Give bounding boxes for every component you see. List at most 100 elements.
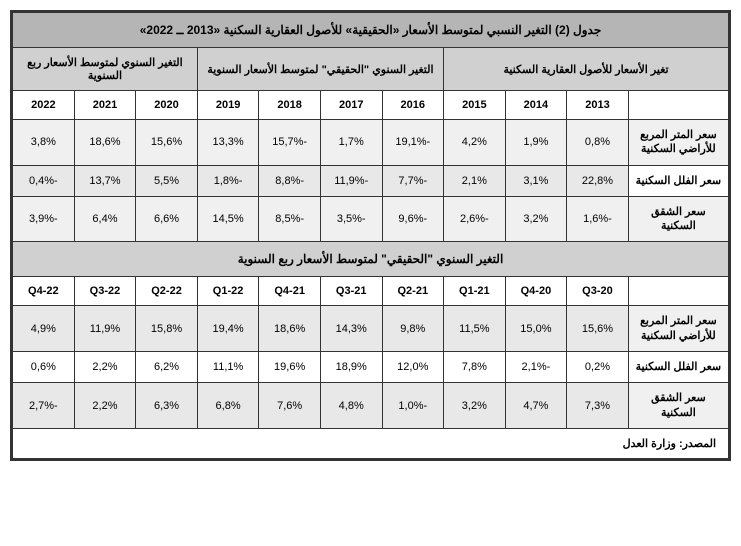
data-cell: 4,2% <box>444 120 506 166</box>
source-row: المصدر: وزارة العدل <box>13 428 729 458</box>
quarter-cell: 22-Q2 <box>136 277 198 306</box>
data-cell: -3,9% <box>13 196 75 242</box>
data-cell: 6,3% <box>136 383 198 429</box>
data-cell: 2,2% <box>74 383 136 429</box>
data-cell: 7,6% <box>259 383 321 429</box>
data-cell: 3,2% <box>505 196 567 242</box>
data-cell: -1,6% <box>567 196 629 242</box>
table-row: سعر المتر المربع للأراضي السكنية 15,6% 1… <box>13 306 729 352</box>
data-cell: -1,0% <box>382 383 444 429</box>
data-cell: -1,8% <box>197 165 259 196</box>
data-cell: -2,7% <box>13 383 75 429</box>
data-cell: 18,6% <box>74 120 136 166</box>
year-header-row: 2013 2014 2015 2016 2017 2018 2019 2020 … <box>13 91 729 120</box>
quarter-cell: 20-Q3 <box>567 277 629 306</box>
row-label: سعر الشقق السكنية <box>628 196 728 242</box>
data-cell: 13,7% <box>74 165 136 196</box>
row-label: سعر الشقق السكنية <box>628 383 728 429</box>
data-cell: 3,1% <box>505 165 567 196</box>
data-cell: 2,1% <box>444 165 506 196</box>
data-cell: 3,8% <box>13 120 75 166</box>
data-cell: 4,9% <box>13 306 75 352</box>
data-cell: 6,4% <box>74 196 136 242</box>
year-cell: 2014 <box>505 91 567 120</box>
group-header-row: تغير الأسعار للأصول العقارية السكنية الت… <box>13 48 729 91</box>
data-cell: -2,1% <box>505 352 567 383</box>
table-row: سعر المتر المربع للأراضي السكنية 0,8% 1,… <box>13 120 729 166</box>
group-header-1: تغير الأسعار للأصول العقارية السكنية <box>444 48 729 91</box>
year-cell: 2022 <box>13 91 75 120</box>
table-row: سعر الشقق السكنية 7,3% 4,7% 3,2% -1,0% 4… <box>13 383 729 429</box>
data-cell: 6,2% <box>136 352 198 383</box>
group-header-2: التغير السنوي "الحقيقي" لمتوسط الأسعار ا… <box>197 48 443 91</box>
data-cell: 0,6% <box>13 352 75 383</box>
data-cell: -3,5% <box>320 196 382 242</box>
data-cell: 11,1% <box>197 352 259 383</box>
price-change-table: جدول (2) التغير النسبي لمتوسط الأسعار «ا… <box>10 10 731 461</box>
row-label: سعر الفلل السكنية <box>628 352 728 383</box>
quarter-cell: 21-Q4 <box>259 277 321 306</box>
quarter-cell: 22-Q1 <box>197 277 259 306</box>
data-cell: 13,3% <box>197 120 259 166</box>
quarter-cell: 21-Q3 <box>320 277 382 306</box>
data-cell: 14,3% <box>320 306 382 352</box>
year-cell: 2015 <box>444 91 506 120</box>
data-cell: 1,7% <box>320 120 382 166</box>
data-cell: -15,7% <box>259 120 321 166</box>
data-cell: 22,8% <box>567 165 629 196</box>
data-cell: -2,6% <box>444 196 506 242</box>
data-cell: 12,0% <box>382 352 444 383</box>
quarter-cell: 22-Q3 <box>74 277 136 306</box>
data-cell: -8,5% <box>259 196 321 242</box>
source-text: المصدر: وزارة العدل <box>13 428 729 458</box>
data-cell: -8,8% <box>259 165 321 196</box>
data-cell: 7,3% <box>567 383 629 429</box>
data-cell: 1,9% <box>505 120 567 166</box>
data-cell: 3,2% <box>444 383 506 429</box>
data-cell: -7,7% <box>382 165 444 196</box>
data-cell: 14,5% <box>197 196 259 242</box>
empty-corner <box>628 277 728 306</box>
data-cell: 15,0% <box>505 306 567 352</box>
data-cell: -0,4% <box>13 165 75 196</box>
year-cell: 2019 <box>197 91 259 120</box>
data-cell: 15,8% <box>136 306 198 352</box>
data-cell: 15,6% <box>136 120 198 166</box>
data-cell: 5,5% <box>136 165 198 196</box>
data-cell: 11,5% <box>444 306 506 352</box>
table-title-row: جدول (2) التغير النسبي لمتوسط الأسعار «ا… <box>13 13 729 48</box>
year-cell: 2020 <box>136 91 198 120</box>
table-title: جدول (2) التغير النسبي لمتوسط الأسعار «ا… <box>13 13 729 48</box>
quarter-cell: 22-Q4 <box>13 277 75 306</box>
data-cell: -11,9% <box>320 165 382 196</box>
data-cell: -9,6% <box>382 196 444 242</box>
data-cell: 19,6% <box>259 352 321 383</box>
data-cell: 6,6% <box>136 196 198 242</box>
data-cell: 9,8% <box>382 306 444 352</box>
quarter-cell: 21-Q1 <box>444 277 506 306</box>
table-row: سعر الشقق السكنية -1,6% 3,2% -2,6% -9,6%… <box>13 196 729 242</box>
data-cell: 7,8% <box>444 352 506 383</box>
row-label: سعر المتر المربع للأراضي السكنية <box>628 306 728 352</box>
quarter-cell: 20-Q4 <box>505 277 567 306</box>
section2-title: التغير السنوي "الحقيقي" لمتوسط الأسعار ر… <box>13 242 729 277</box>
table-row: سعر الفلل السكنية 22,8% 3,1% 2,1% -7,7% … <box>13 165 729 196</box>
row-label: سعر المتر المربع للأراضي السكنية <box>628 120 728 166</box>
empty-corner <box>628 91 728 120</box>
year-cell: 2018 <box>259 91 321 120</box>
quarter-cell: 21-Q2 <box>382 277 444 306</box>
data-cell: 2,2% <box>74 352 136 383</box>
group-header-3: التغير السنوي لمتوسط الأسعار ربع السنوية <box>13 48 198 91</box>
year-cell: 2016 <box>382 91 444 120</box>
data-cell: 19,4% <box>197 306 259 352</box>
section2-header-row: التغير السنوي "الحقيقي" لمتوسط الأسعار ر… <box>13 242 729 277</box>
data-cell: 6,8% <box>197 383 259 429</box>
data-cell: 11,9% <box>74 306 136 352</box>
data-cell: 18,6% <box>259 306 321 352</box>
data-table: جدول (2) التغير النسبي لمتوسط الأسعار «ا… <box>12 12 729 459</box>
data-cell: 4,7% <box>505 383 567 429</box>
data-cell: 15,6% <box>567 306 629 352</box>
quarter-header-row: 20-Q3 20-Q4 21-Q1 21-Q2 21-Q3 21-Q4 22-Q… <box>13 277 729 306</box>
data-cell: 4,8% <box>320 383 382 429</box>
year-cell: 2021 <box>74 91 136 120</box>
